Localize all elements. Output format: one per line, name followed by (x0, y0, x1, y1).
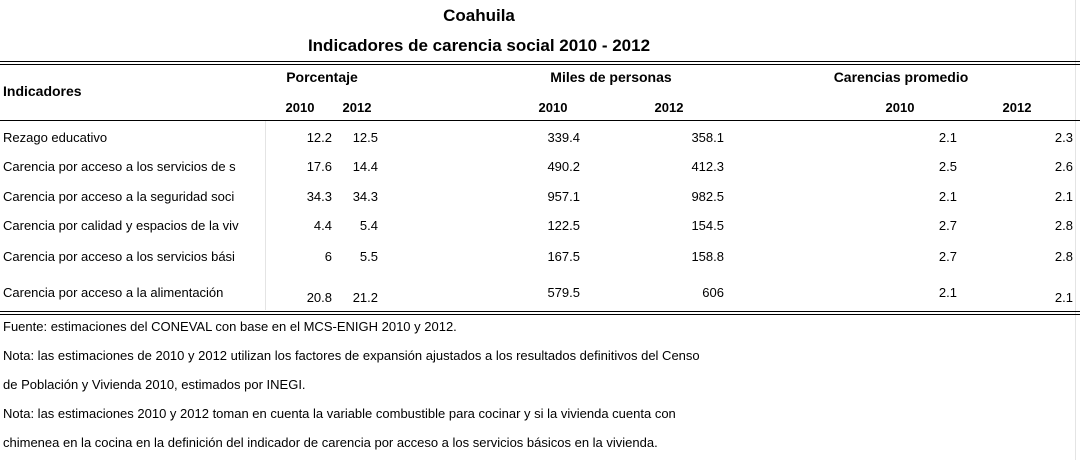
rule (0, 120, 1080, 121)
row-label: Carencia por calidad y espacios de la vi… (3, 218, 239, 233)
cell: 20.8 (306, 290, 332, 305)
cell: 5.4 (359, 218, 378, 233)
cell: 358.1 (691, 130, 724, 145)
row-label: Rezago educativo (3, 130, 108, 145)
cell: 490.2 (547, 159, 580, 174)
cell: 21.2 (352, 290, 378, 305)
cell: 606 (702, 285, 724, 300)
row-label: Carencia por acceso a los servicios bási (3, 249, 235, 264)
year-header: 2012 (1002, 100, 1032, 115)
cell: 2.6 (1054, 159, 1073, 174)
cell: 122.5 (547, 218, 580, 233)
title: Coahuila (443, 6, 515, 25)
cell: 14.4 (352, 159, 378, 174)
cell: 167.5 (547, 249, 580, 264)
cell: 2.1 (938, 189, 957, 204)
cell: 12.5 (352, 130, 378, 145)
year-header: 2012 (654, 100, 684, 115)
cell: 2.1 (938, 130, 957, 145)
cell-border (265, 120, 266, 310)
row-header: Indicadores (3, 83, 82, 99)
note: chimenea en la cocina en la definición d… (3, 435, 658, 450)
cell: 4.4 (313, 218, 332, 233)
cell: 5.5 (359, 249, 378, 264)
cell: 34.3 (352, 189, 378, 204)
cell: 12.2 (306, 130, 332, 145)
cell: 154.5 (691, 218, 724, 233)
cell: 957.1 (547, 189, 580, 204)
note: Nota: las estimaciones de 2010 y 2012 ut… (3, 348, 700, 363)
row-label: Carencia por acceso a la alimentación (3, 285, 224, 300)
row-label: Carencia por acceso a los servicios de s (3, 159, 236, 174)
rule (0, 61, 1080, 62)
rule (0, 64, 1080, 65)
cell: 412.3 (691, 159, 724, 174)
cell: 2.1 (1054, 290, 1073, 305)
cell: 2.7 (938, 249, 957, 264)
cell: 17.6 (306, 159, 332, 174)
cell: 34.3 (306, 189, 332, 204)
cell: 339.4 (547, 130, 580, 145)
cell: 2.5 (938, 159, 957, 174)
year-header: 2012 (342, 100, 372, 115)
year-header: 2010 (538, 100, 568, 115)
group-header: Miles de personas (550, 69, 672, 85)
year-header: 2010 (885, 100, 915, 115)
row-label: Carencia por acceso a la seguridad soci (3, 189, 235, 204)
cell: 579.5 (547, 285, 580, 300)
cell: 2.8 (1054, 249, 1073, 264)
rule (0, 314, 1080, 315)
rule (0, 311, 1080, 312)
cell: 982.5 (691, 189, 724, 204)
cell: 2.1 (1054, 189, 1073, 204)
cell: 2.8 (1054, 218, 1073, 233)
cell: 2.1 (938, 285, 957, 300)
year-header: 2010 (285, 100, 315, 115)
cell: 2.7 (938, 218, 957, 233)
cell: 158.8 (691, 249, 724, 264)
group-header: Carencias promedio (833, 69, 969, 85)
note: de Población y Vivienda 2010, estimados … (3, 377, 306, 392)
cell: 6 (324, 249, 332, 264)
subtitle: Indicadores de carencia social 2010 - 20… (307, 36, 651, 55)
note: Nota: las estimaciones 2010 y 2012 toman… (3, 406, 676, 421)
note: Fuente: estimaciones del CONEVAL con bas… (3, 319, 457, 334)
cell-border (1075, 0, 1076, 460)
group-header: Porcentaje (286, 69, 358, 85)
cell: 2.3 (1054, 130, 1073, 145)
